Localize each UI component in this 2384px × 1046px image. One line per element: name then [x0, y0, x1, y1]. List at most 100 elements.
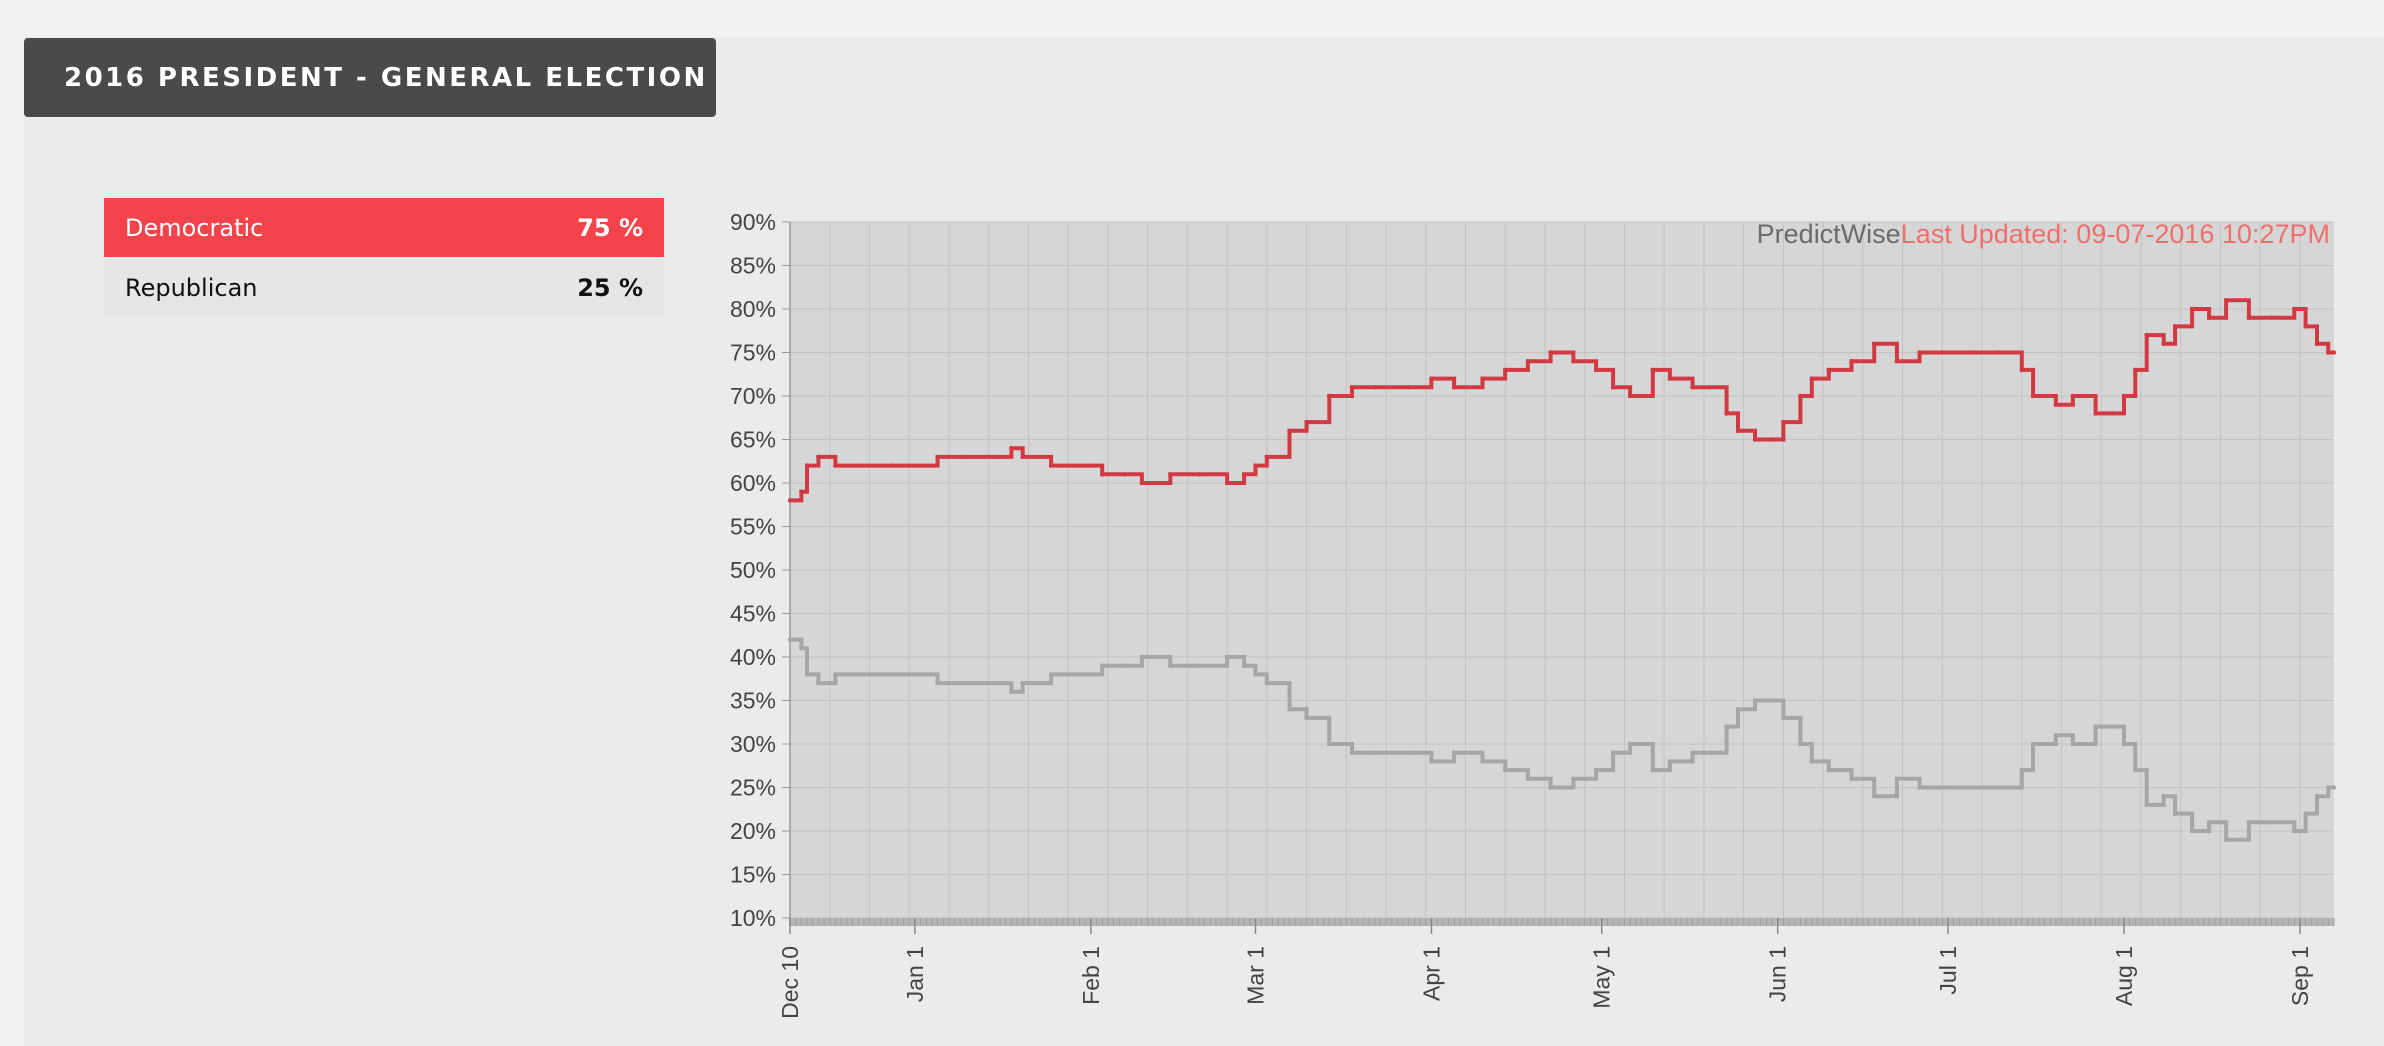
data-point-democratic	[1429, 376, 1434, 381]
data-point-republican	[1809, 759, 1814, 764]
data-point-democratic	[2019, 367, 2024, 373]
data-point-republican	[1480, 759, 1485, 764]
data-point-democratic	[2110, 411, 2115, 416]
data-point-republican	[1009, 689, 1014, 694]
data-point-republican	[2314, 794, 2320, 799]
data-point-democratic	[2030, 393, 2036, 399]
data-point-democratic	[1525, 359, 1531, 364]
data-point-republican	[816, 680, 821, 686]
data-point-republican	[1088, 672, 1094, 677]
data-point-republican	[1571, 776, 1576, 781]
data-point-democratic	[2133, 367, 2138, 373]
data-point-republican	[2110, 724, 2115, 729]
data-point-democratic	[1849, 359, 1854, 364]
data-point-democratic	[2093, 411, 2098, 416]
data-point-democratic	[1809, 376, 1814, 381]
x-tick-label: Sep 1	[2287, 946, 2313, 1006]
data-point-republican	[1264, 680, 1270, 686]
x-tick-label: Jul 1	[1935, 946, 1961, 995]
data-point-democratic	[855, 463, 861, 468]
data-point-republican	[1503, 767, 1508, 773]
data-point-democratic	[1690, 385, 1695, 390]
data-point-republican	[2144, 802, 2149, 808]
data-point-democratic	[1139, 480, 1145, 486]
data-point-democratic	[2053, 402, 2059, 407]
legend-item-republican[interactable]: Republican 25 %	[104, 258, 664, 317]
data-point-republican	[935, 680, 940, 686]
data-point-democratic	[2144, 332, 2149, 338]
data-point-republican	[1525, 776, 1531, 781]
data-point-democratic	[992, 454, 997, 460]
data-point-democratic	[1480, 376, 1485, 381]
data-point-democratic	[816, 454, 821, 460]
axes: 10% 15% 20% 25% 30% 35% 40% 45% 50% 55% 60% 65% 70% 7…	[730, 209, 2335, 1019]
data-point-republican	[1781, 715, 1786, 721]
y-tick-label: 35%	[730, 688, 776, 714]
data-point-democratic	[1349, 385, 1355, 390]
data-point-democratic	[1752, 437, 1758, 442]
data-point-democratic	[1724, 411, 1729, 416]
y-tick-label: 45%	[730, 601, 776, 627]
data-point-democratic	[833, 463, 838, 468]
data-point-democratic	[1168, 472, 1173, 477]
data-point-republican	[1139, 654, 1145, 660]
data-point-republican	[1196, 663, 1201, 668]
series-lines	[787, 298, 2337, 842]
data-point-republican	[992, 680, 997, 686]
y-tick-label: 65%	[730, 427, 776, 453]
legend-value: 75 %	[577, 213, 643, 242]
data-point-democratic	[1650, 367, 1656, 373]
data-point-democratic	[2189, 306, 2195, 312]
data-point-republican	[787, 637, 793, 642]
data-point-republican	[1894, 776, 1900, 781]
data-point-democratic	[1304, 419, 1309, 425]
data-point-democratic	[1894, 359, 1900, 364]
data-point-democratic	[1253, 463, 1258, 468]
data-point-democratic	[1503, 367, 1508, 373]
data-point-democratic	[889, 463, 895, 468]
data-point-democratic	[2070, 393, 2076, 399]
data-point-republican	[833, 672, 838, 677]
data-point-republican	[2030, 741, 2036, 747]
data-point-republican	[1224, 654, 1230, 660]
data-point-republican	[1872, 794, 1877, 799]
data-point-republican	[1798, 741, 1803, 747]
data-point-republican	[2246, 820, 2252, 825]
y-tick-label: 90%	[730, 209, 776, 235]
data-point-republican	[2019, 767, 2024, 773]
data-point-republican	[1241, 663, 1247, 668]
data-point-republican	[2303, 811, 2308, 816]
y-tick-label: 30%	[730, 731, 776, 757]
data-point-republican	[1707, 750, 1712, 755]
y-tick-label: 75%	[730, 340, 776, 366]
data-point-democratic	[1196, 472, 1201, 477]
x-tick-label: Apr 1	[1418, 946, 1444, 1001]
data-point-republican	[1667, 759, 1673, 764]
election-title-box: 2016 PRESIDENT - GENERAL ELECTION	[24, 38, 716, 117]
data-point-republican	[1996, 785, 2002, 790]
y-tick-label: 10%	[730, 905, 776, 931]
plot-area	[789, 221, 2334, 919]
x-tick-label: Aug 1	[2111, 946, 2137, 1006]
data-point-republican	[1968, 785, 1973, 790]
data-point-republican	[2292, 828, 2297, 834]
data-point-democratic	[1372, 385, 1377, 390]
legend-item-democratic[interactable]: Democratic 75 %	[104, 198, 664, 257]
y-tick-label: 70%	[730, 383, 776, 409]
data-point-democratic	[1048, 463, 1054, 468]
y-tick-label: 60%	[730, 470, 776, 496]
data-point-republican	[1406, 750, 1411, 755]
data-point-democratic	[804, 463, 810, 468]
data-point-republican	[1690, 750, 1695, 755]
data-point-democratic	[1571, 359, 1576, 364]
legend-label: Democratic	[125, 213, 264, 242]
data-point-republican	[2326, 785, 2331, 790]
data-point-democratic	[1769, 437, 1775, 442]
probability-chart: 10% 15% 20% 25% 30% 35% 40% 45% 50% 55% 60% 65% 70% 7…	[730, 209, 2337, 1019]
data-point-republican	[889, 672, 895, 677]
data-point-republican	[1168, 663, 1173, 668]
data-point-democratic	[1287, 428, 1292, 433]
page-title: 2016 PRESIDENT - GENERAL ELECTION	[64, 62, 708, 93]
data-point-republican	[1610, 750, 1616, 755]
data-point-republican	[1849, 776, 1854, 781]
